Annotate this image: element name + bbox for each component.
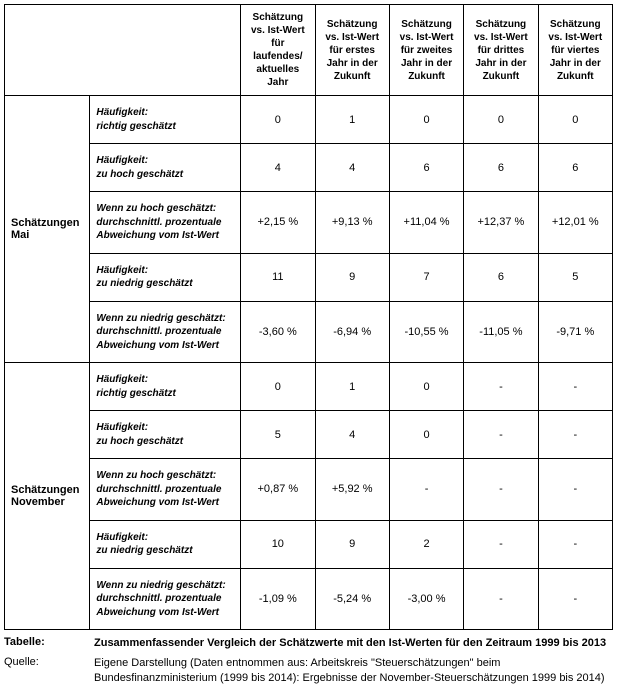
value-cell: 2	[389, 520, 463, 568]
table-row: Häufigkeit:zu hoch geschätzt540--	[5, 411, 613, 459]
value-cell: +11,04 %	[389, 192, 463, 254]
value-cell: 6	[464, 253, 538, 301]
value-cell: 6	[538, 144, 612, 192]
metric-label: Wenn zu niedrig geschätzt:durchschnittl.…	[90, 568, 241, 630]
value-cell: 0	[389, 411, 463, 459]
header-row: Schätzung vs. Ist-Wert für laufendes/ ak…	[5, 5, 613, 96]
value-cell: -	[464, 363, 538, 411]
value-cell: -5,24 %	[315, 568, 389, 630]
value-cell: 9	[315, 520, 389, 568]
value-cell: -	[464, 520, 538, 568]
metric-label: Häufigkeit:zu niedrig geschätzt	[90, 520, 241, 568]
value-cell: -	[538, 459, 612, 521]
metric-label: Häufigkeit:zu hoch geschätzt	[90, 144, 241, 192]
value-cell: -10,55 %	[389, 301, 463, 363]
col-header: Schätzung vs. Ist-Wert für viertes Jahr …	[538, 5, 612, 96]
row-group-label: Schätzungen November	[5, 363, 90, 630]
metric-label: Häufigkeit:zu hoch geschätzt	[90, 411, 241, 459]
table-row: Wenn zu niedrig geschätzt:durchschnittl.…	[5, 568, 613, 630]
value-cell: 0	[389, 363, 463, 411]
metric-label: Häufigkeit:richtig geschätzt	[90, 96, 241, 144]
table-row: Schätzungen MaiHäufigkeit:richtig geschä…	[5, 96, 613, 144]
value-cell: 6	[464, 144, 538, 192]
table-row: Wenn zu niedrig geschätzt:durchschnittl.…	[5, 301, 613, 363]
value-cell: +0,87 %	[241, 459, 315, 521]
metric-label: Wenn zu niedrig geschätzt:durchschnittl.…	[90, 301, 241, 363]
metric-label: Häufigkeit:richtig geschätzt	[90, 363, 241, 411]
value-cell: 4	[315, 411, 389, 459]
value-cell: -11,05 %	[464, 301, 538, 363]
value-cell: -3,60 %	[241, 301, 315, 363]
value-cell: -6,94 %	[315, 301, 389, 363]
value-cell: 10	[241, 520, 315, 568]
table-source: Quelle: Eigene Darstellung (Daten entnom…	[4, 656, 613, 685]
value-cell: -9,71 %	[538, 301, 612, 363]
value-cell: 0	[389, 96, 463, 144]
value-cell: -	[464, 411, 538, 459]
value-cell: +5,92 %	[315, 459, 389, 521]
value-cell: 4	[315, 144, 389, 192]
caption-text: Zusammenfassender Vergleich der Schätzwe…	[94, 636, 606, 650]
table-caption: Tabelle: Zusammenfassender Vergleich der…	[4, 636, 613, 650]
table-row: Häufigkeit:zu niedrig geschätzt119765	[5, 253, 613, 301]
value-cell: 0	[241, 96, 315, 144]
table-row: Schätzungen NovemberHäufigkeit:richtig g…	[5, 363, 613, 411]
value-cell: -	[389, 459, 463, 521]
value-cell: +2,15 %	[241, 192, 315, 254]
value-cell: 6	[389, 144, 463, 192]
col-header: Schätzung vs. Ist-Wert für drittes Jahr …	[464, 5, 538, 96]
caption-label: Tabelle:	[4, 636, 94, 650]
source-text: Eigene Darstellung (Daten entnommen aus:…	[94, 656, 613, 685]
value-cell: +12,01 %	[538, 192, 612, 254]
value-cell: +12,37 %	[464, 192, 538, 254]
value-cell: 1	[315, 363, 389, 411]
value-cell: -	[464, 568, 538, 630]
value-cell: +9,13 %	[315, 192, 389, 254]
table-row: Häufigkeit:zu hoch geschätzt44666	[5, 144, 613, 192]
value-cell: -1,09 %	[241, 568, 315, 630]
table-row: Häufigkeit:zu niedrig geschätzt1092--	[5, 520, 613, 568]
value-cell: -	[538, 411, 612, 459]
value-cell: -	[538, 363, 612, 411]
col-header: Schätzung vs. Ist-Wert für erstes Jahr i…	[315, 5, 389, 96]
col-header: Schätzung vs. Ist-Wert für zweites Jahr …	[389, 5, 463, 96]
table-row: Wenn zu hoch geschätzt:durchschnittl. pr…	[5, 192, 613, 254]
value-cell: 0	[241, 363, 315, 411]
metric-label: Wenn zu hoch geschätzt:durchschnittl. pr…	[90, 192, 241, 254]
row-group-label: Schätzungen Mai	[5, 96, 90, 363]
value-cell: 5	[241, 411, 315, 459]
value-cell: 0	[538, 96, 612, 144]
value-cell: -	[538, 520, 612, 568]
metric-label: Häufigkeit:zu niedrig geschätzt	[90, 253, 241, 301]
col-header: Schätzung vs. Ist-Wert für laufendes/ ak…	[241, 5, 315, 96]
value-cell: -	[464, 459, 538, 521]
value-cell: 5	[538, 253, 612, 301]
value-cell: -	[538, 568, 612, 630]
value-cell: 11	[241, 253, 315, 301]
value-cell: 1	[315, 96, 389, 144]
value-cell: 9	[315, 253, 389, 301]
value-cell: 0	[464, 96, 538, 144]
comparison-table: Schätzung vs. Ist-Wert für laufendes/ ak…	[4, 4, 613, 630]
value-cell: -3,00 %	[389, 568, 463, 630]
table-row: Wenn zu hoch geschätzt:durchschnittl. pr…	[5, 459, 613, 521]
value-cell: 7	[389, 253, 463, 301]
value-cell: 4	[241, 144, 315, 192]
stub-header	[5, 5, 241, 96]
metric-label: Wenn zu hoch geschätzt:durchschnittl. pr…	[90, 459, 241, 521]
source-label: Quelle:	[4, 656, 94, 685]
